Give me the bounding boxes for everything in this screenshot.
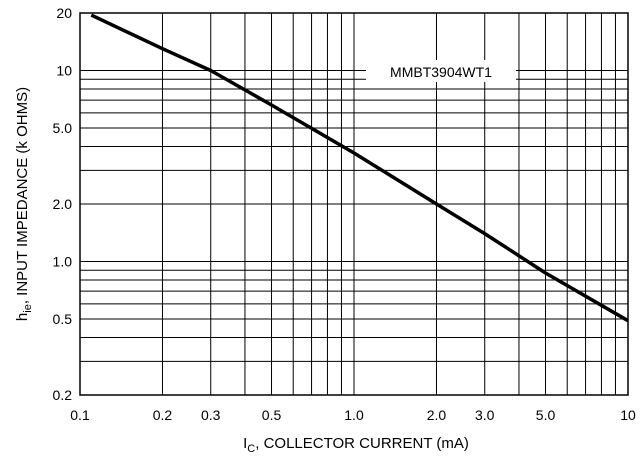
y-tick-label: 5.0 bbox=[53, 120, 73, 136]
curve-label-background bbox=[366, 60, 516, 82]
y-tick-label: 1.0 bbox=[53, 253, 73, 269]
x-tick-label: 10 bbox=[620, 407, 636, 423]
x-tick-label: 5.0 bbox=[536, 407, 556, 423]
x-tick-label: 0.2 bbox=[153, 407, 173, 423]
series-label: MMBT3904WT1 bbox=[390, 64, 492, 80]
x-tick-label: 3.0 bbox=[475, 407, 495, 423]
x-tick-label: 1.0 bbox=[344, 407, 364, 423]
y-axis-label: hie, INPUT IMPEDANCE (k OHMS) bbox=[14, 87, 34, 321]
y-tick-label: 0.5 bbox=[53, 311, 73, 327]
x-tick-label: 0.3 bbox=[201, 407, 221, 423]
x-axis-label: IC, COLLECTOR CURRENT (mA) bbox=[243, 435, 469, 455]
plot-frame bbox=[79, 12, 629, 396]
series-line-mmbt3904wt1 bbox=[90, 13, 629, 323]
y-tick-label: 0.2 bbox=[53, 387, 73, 403]
y-tick-label: 10 bbox=[56, 62, 72, 78]
grid bbox=[80, 13, 628, 395]
y-tick-label: 2.0 bbox=[53, 196, 73, 212]
x-tick-labels: 0.1 0.2 0.3 0.5 1.0 2.0 3.0 5.0 10 bbox=[70, 407, 636, 423]
y-tick-labels: 0.2 0.5 1.0 2.0 5.0 10 20 bbox=[53, 5, 73, 403]
y-tick-label: 20 bbox=[56, 5, 72, 21]
x-tick-label: 2.0 bbox=[427, 407, 447, 423]
x-tick-label: 0.5 bbox=[262, 407, 282, 423]
x-tick-label: 0.1 bbox=[70, 407, 90, 423]
